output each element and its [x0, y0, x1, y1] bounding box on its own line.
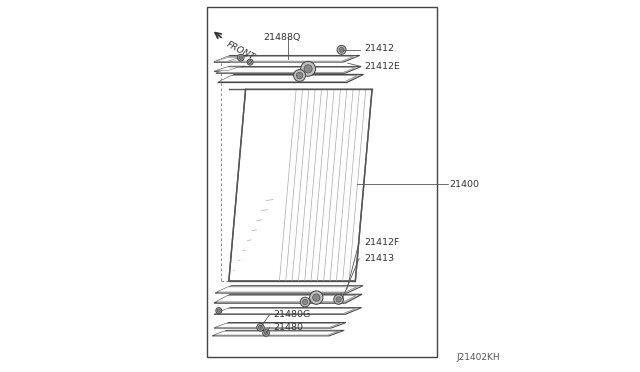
Circle shape — [310, 291, 323, 304]
Circle shape — [294, 70, 305, 81]
Circle shape — [217, 309, 220, 312]
Polygon shape — [229, 89, 372, 281]
Polygon shape — [214, 55, 360, 62]
Text: 21412: 21412 — [364, 44, 394, 53]
Polygon shape — [215, 286, 363, 293]
Polygon shape — [212, 330, 344, 336]
Polygon shape — [216, 309, 355, 313]
Circle shape — [237, 54, 244, 61]
Polygon shape — [216, 67, 239, 71]
Circle shape — [300, 297, 310, 307]
Text: 21488Q: 21488Q — [264, 33, 301, 42]
Circle shape — [312, 294, 320, 301]
Circle shape — [334, 295, 344, 304]
Text: 21413: 21413 — [364, 254, 394, 263]
Bar — [207, 7, 437, 357]
Text: 21480: 21480 — [273, 323, 303, 332]
Circle shape — [303, 299, 308, 305]
Circle shape — [264, 331, 268, 335]
Polygon shape — [214, 57, 245, 62]
Text: 21400: 21400 — [449, 180, 479, 189]
Circle shape — [216, 308, 222, 314]
Text: J21402KH: J21402KH — [457, 353, 500, 362]
Circle shape — [336, 297, 341, 302]
Polygon shape — [214, 331, 338, 335]
Polygon shape — [214, 66, 245, 71]
Polygon shape — [219, 76, 357, 81]
Polygon shape — [218, 68, 355, 72]
Polygon shape — [216, 296, 356, 302]
Text: 21480G: 21480G — [273, 310, 311, 319]
Polygon shape — [218, 74, 364, 83]
Circle shape — [262, 330, 269, 336]
Polygon shape — [216, 67, 362, 73]
Polygon shape — [216, 287, 356, 292]
Text: 21412E: 21412E — [364, 62, 400, 71]
Circle shape — [296, 72, 303, 79]
Circle shape — [247, 59, 253, 65]
Polygon shape — [214, 323, 346, 328]
Text: 21412F: 21412F — [364, 238, 399, 247]
Circle shape — [239, 56, 243, 60]
Circle shape — [337, 45, 346, 54]
Polygon shape — [216, 58, 239, 61]
Circle shape — [301, 61, 316, 76]
Polygon shape — [216, 57, 353, 61]
Circle shape — [304, 65, 312, 73]
Circle shape — [339, 47, 344, 52]
Polygon shape — [214, 294, 362, 303]
Polygon shape — [216, 323, 340, 327]
Polygon shape — [214, 308, 362, 314]
Circle shape — [248, 61, 252, 64]
Circle shape — [259, 325, 262, 330]
Text: FRONT: FRONT — [225, 40, 256, 62]
Circle shape — [257, 324, 264, 331]
